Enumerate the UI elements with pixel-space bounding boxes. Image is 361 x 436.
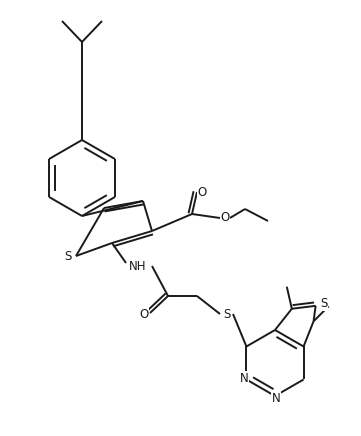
Text: S: S <box>223 307 231 320</box>
Text: N: N <box>240 372 249 385</box>
Text: N: N <box>271 392 280 405</box>
Text: S: S <box>320 297 327 310</box>
Text: NH: NH <box>129 259 147 272</box>
Text: O: O <box>197 185 206 198</box>
Text: S: S <box>64 249 72 262</box>
Text: O: O <box>220 211 230 224</box>
Text: O: O <box>139 307 149 320</box>
